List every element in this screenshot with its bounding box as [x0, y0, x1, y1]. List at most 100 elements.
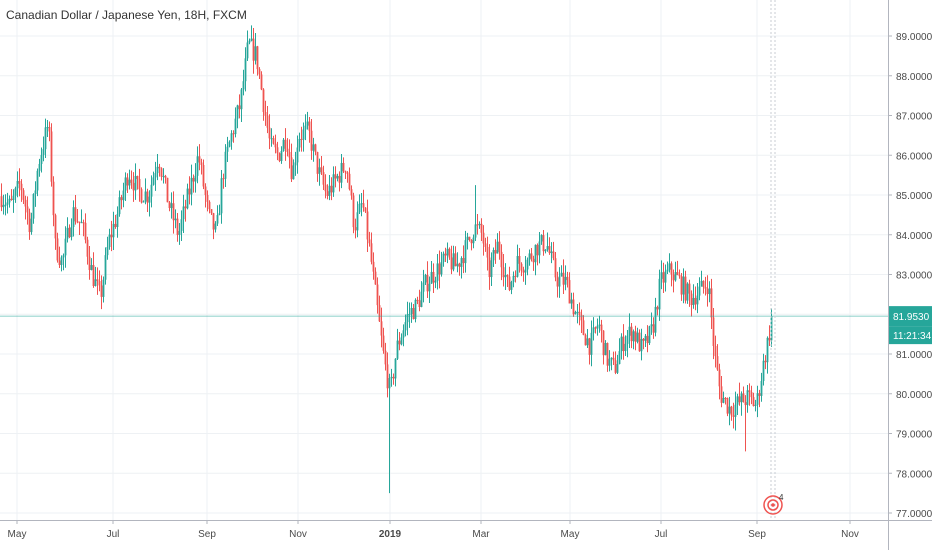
- candle: [514, 270, 517, 283]
- chart-title: Canadian Dollar / Japanese Yen, 18H, FXC…: [6, 8, 247, 22]
- candle: [114, 214, 117, 229]
- candle: [630, 322, 633, 349]
- candle: [58, 246, 61, 269]
- candle-body: [572, 299, 575, 315]
- candle-body: [224, 151, 227, 179]
- candle-body: [392, 376, 395, 379]
- candle-body: [120, 197, 123, 201]
- candle-body: [20, 183, 23, 191]
- candle-body: [370, 243, 373, 262]
- candle: [680, 273, 683, 301]
- candle-body: [154, 173, 157, 178]
- candle: [336, 173, 339, 182]
- candle-body: [280, 150, 283, 162]
- candle: [318, 158, 321, 186]
- candle-body: [740, 393, 743, 403]
- candle-body: [490, 260, 493, 278]
- candle: [610, 357, 613, 371]
- candle-body: [656, 306, 659, 310]
- candle-body: [756, 393, 759, 405]
- candle: [402, 324, 405, 347]
- candle: [104, 247, 107, 285]
- candle-body: [632, 331, 635, 342]
- candle: [208, 200, 211, 214]
- candle-body: [310, 130, 313, 151]
- candle: [70, 218, 73, 241]
- candle: [274, 134, 277, 154]
- candle-body: [304, 125, 307, 130]
- candle-body: [604, 342, 607, 356]
- candle-body: [128, 179, 131, 186]
- candle-body: [602, 330, 605, 356]
- candle: [38, 158, 41, 177]
- candle: [320, 155, 323, 175]
- candle-body: [458, 263, 461, 267]
- price-label: 77.0000: [896, 509, 932, 520]
- candle-body: [432, 271, 435, 283]
- candle-body: [658, 278, 661, 310]
- candle: [498, 231, 501, 260]
- candle: [656, 305, 659, 316]
- candle: [638, 329, 641, 352]
- candle-body: [238, 105, 241, 110]
- candle-body: [170, 203, 173, 209]
- candle-body: [646, 335, 649, 344]
- candle-body: [70, 226, 73, 238]
- candle-body: [434, 280, 437, 283]
- candle-body: [568, 280, 571, 304]
- candle-body: [554, 258, 557, 278]
- candle-body: [130, 179, 133, 183]
- candle-body: [172, 203, 175, 221]
- candle-body: [536, 244, 539, 256]
- candle: [464, 230, 467, 273]
- candle-body: [112, 223, 115, 238]
- candle: [376, 277, 379, 314]
- candle-body: [590, 332, 593, 355]
- candle: [358, 194, 361, 214]
- candle: [398, 332, 401, 351]
- candle: [340, 153, 343, 189]
- candle: [422, 269, 425, 303]
- candle-body: [248, 40, 251, 43]
- candle: [694, 286, 697, 311]
- candle-body: [284, 139, 287, 149]
- candle-body: [28, 212, 31, 233]
- candle-body: [478, 223, 481, 226]
- candle: [754, 399, 757, 412]
- candle: [304, 114, 307, 141]
- time-axis-bg: [0, 520, 888, 550]
- candle: [682, 268, 685, 304]
- candle-body: [56, 238, 59, 261]
- candle-body: [22, 190, 25, 200]
- candle-body: [126, 177, 129, 186]
- candle: [146, 188, 149, 213]
- candle-body: [64, 238, 67, 256]
- candle: [160, 167, 163, 181]
- candle: [300, 126, 303, 152]
- candle-body: [86, 239, 89, 257]
- candle: [588, 337, 591, 365]
- candle: [26, 196, 29, 225]
- candle: [110, 220, 113, 252]
- candle-body: [426, 274, 429, 292]
- candle: [204, 183, 207, 208]
- candle-body: [226, 146, 229, 152]
- candle-body: [564, 276, 567, 285]
- candle-body: [450, 257, 453, 270]
- candle-body: [628, 326, 631, 336]
- candle: [78, 221, 81, 235]
- candle-body: [674, 272, 677, 281]
- candle: [344, 170, 347, 179]
- candle-body: [448, 248, 451, 258]
- candle-body: [354, 227, 357, 231]
- candle: [326, 184, 329, 200]
- candle: [20, 179, 23, 202]
- candle-body: [272, 138, 275, 144]
- candle: [592, 317, 595, 341]
- candle: [494, 239, 497, 264]
- candle-body: [686, 283, 689, 301]
- candle-body: [688, 283, 691, 294]
